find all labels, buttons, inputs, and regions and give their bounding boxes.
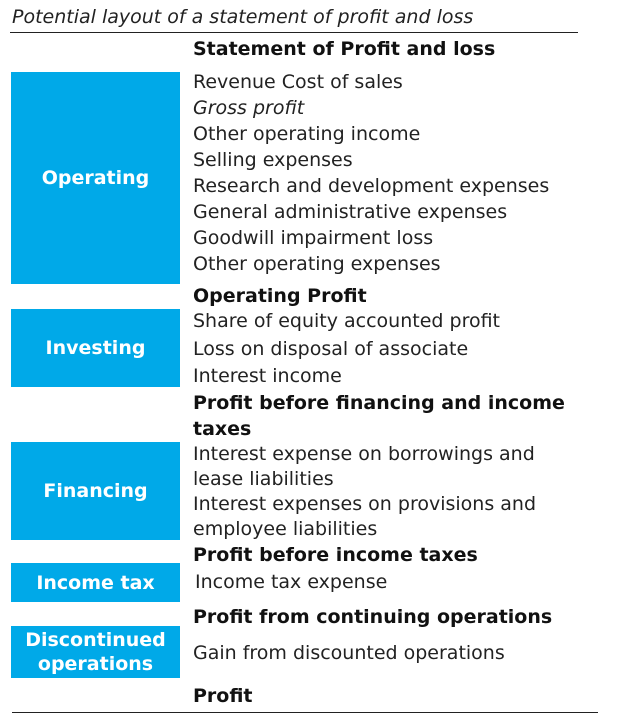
section-discontinued-label-line2: operations bbox=[37, 653, 154, 675]
subtotal-before-financing-line1: Profit before financing and income bbox=[193, 392, 565, 414]
subtotal-operating-profit: Operating Profit bbox=[193, 285, 367, 307]
line-item: Gross profit bbox=[193, 97, 305, 119]
section-income-tax-label: Income tax bbox=[36, 571, 155, 594]
section-investing-label: Investing bbox=[45, 337, 146, 359]
bottom-rule bbox=[12, 712, 598, 713]
line-item: Other operating expenses bbox=[193, 253, 441, 275]
final-total-profit: Profit bbox=[193, 685, 253, 707]
line-item: Gain from discounted operations bbox=[193, 642, 505, 664]
line-item: Selling expenses bbox=[193, 149, 353, 171]
line-item: General administrative expenses bbox=[193, 201, 508, 223]
section-operating: Operating bbox=[11, 72, 180, 284]
section-income-tax: Income tax bbox=[11, 563, 180, 602]
subtotal-continuing-operations: Profit from continuing operations bbox=[193, 606, 553, 628]
section-discontinued-operations: Discontinued operations bbox=[11, 626, 180, 678]
line-item: Interest expenses on provisions and bbox=[193, 493, 537, 515]
subtotal-before-financing-line2: taxes bbox=[193, 418, 252, 440]
line-item: Interest expense on borrowings and bbox=[193, 443, 535, 465]
line-item: Share of equity accounted profit bbox=[193, 310, 501, 332]
line-item: Revenue Cost of sales bbox=[193, 71, 403, 93]
line-item: Other operating income bbox=[193, 123, 421, 145]
line-item: employee liabilities bbox=[193, 518, 378, 540]
line-item: Loss on disposal of associate bbox=[193, 338, 469, 360]
section-discontinued-label-line1: Discontinued bbox=[25, 629, 166, 651]
line-item: Goodwill impairment loss bbox=[193, 227, 434, 249]
line-item: Interest income bbox=[193, 365, 342, 387]
caption: Potential layout of a statement of profi… bbox=[12, 6, 474, 28]
line-item: Research and development expenses bbox=[193, 175, 550, 197]
subtotal-before-income-taxes: Profit before income taxes bbox=[193, 544, 478, 566]
statement-title: Statement of Profit and loss bbox=[193, 38, 496, 60]
line-item: Income tax expense bbox=[195, 571, 388, 593]
line-item: lease liabilities bbox=[193, 468, 334, 490]
section-operating-label: Operating bbox=[41, 167, 150, 189]
top-rule bbox=[10, 32, 578, 33]
section-financing-label: Financing bbox=[43, 480, 148, 502]
section-investing: Investing bbox=[11, 309, 180, 387]
section-financing: Financing bbox=[11, 442, 180, 540]
